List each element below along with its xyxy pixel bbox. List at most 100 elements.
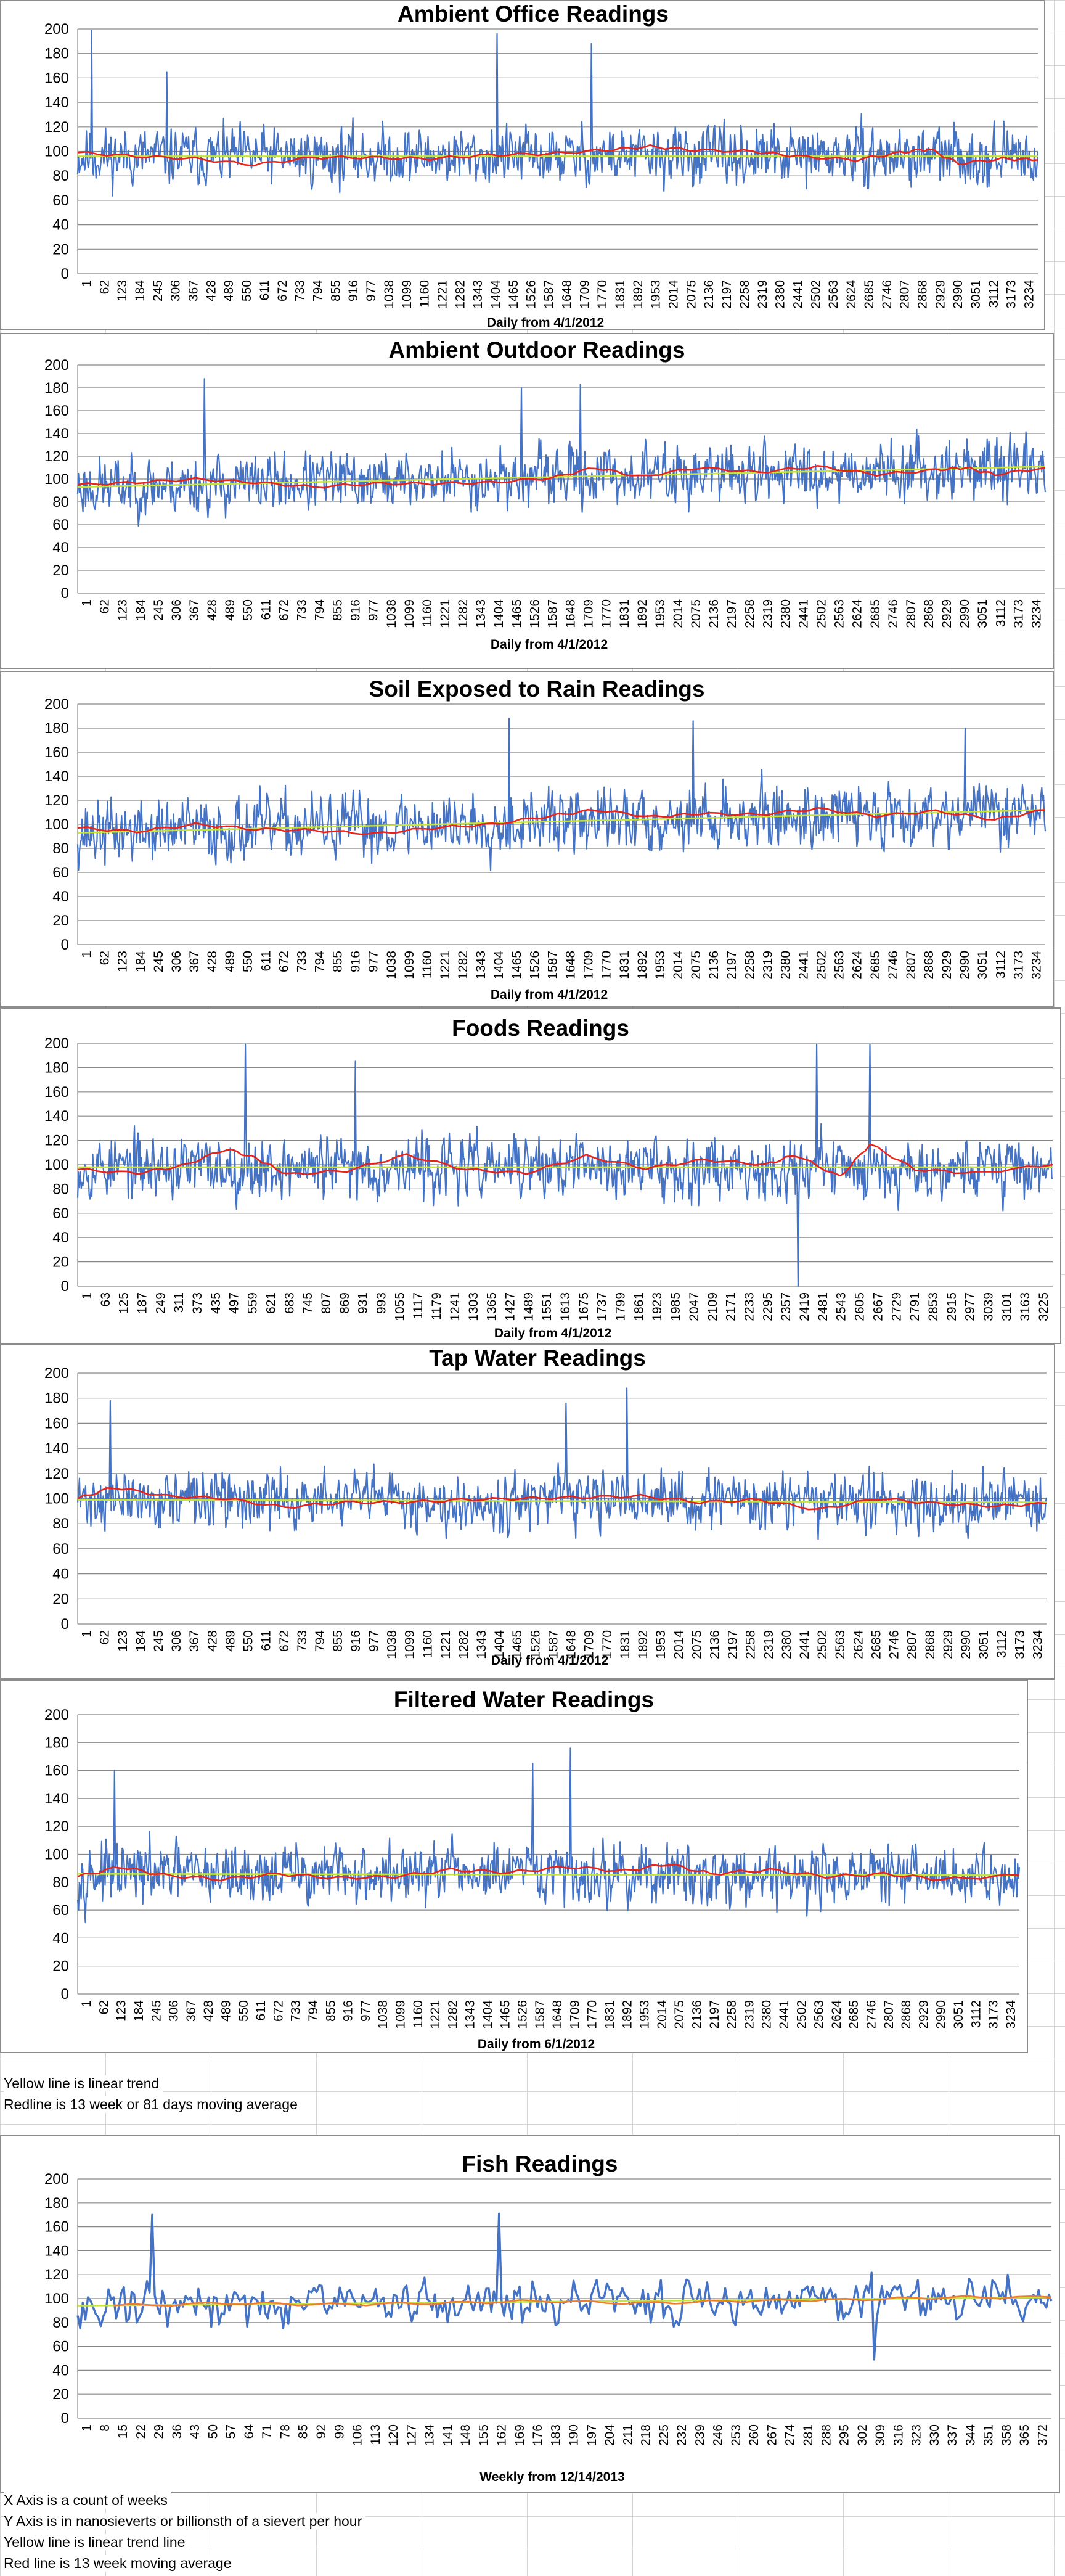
x-tick-label: 1861	[632, 1292, 646, 1321]
x-tick-label: 183	[549, 2424, 563, 2446]
x-tick-label: 1282	[457, 1630, 471, 1659]
x-tick-label: 931	[356, 1292, 370, 1314]
x-tick-label: 1160	[420, 599, 435, 627]
x-tick-label: 2563	[812, 2000, 826, 2029]
x-tick-label: 306	[167, 2000, 181, 2022]
x-tick-label: 1	[80, 599, 94, 607]
x-tick-label: 1831	[618, 1630, 632, 1659]
x-tick-label: 2258	[743, 599, 757, 628]
x-tick-label: 733	[293, 280, 308, 301]
x-tick-label: 1587	[542, 280, 557, 309]
x-tick-label: 672	[271, 2000, 285, 2022]
y-tick-label: 60	[52, 517, 69, 533]
chart-soil-rain: Soil Exposed to Rain Readings 0 20 40 60 80 10…	[0, 671, 1054, 1007]
x-tick-label: 2075	[689, 599, 703, 628]
x-tick-label: 1613	[558, 1292, 573, 1321]
x-tick-label: 3163	[1018, 1292, 1032, 1321]
chart-tap-water-svg: Tap Water Readings 0 20 40 60 80 100 120 140 160 1…	[44, 1345, 1048, 1668]
x-tick-label: 373	[190, 1292, 205, 1314]
x-tick-label: 295	[838, 2424, 852, 2446]
x-tick-label: 1831	[613, 280, 627, 309]
x-tick-label: 2319	[761, 951, 775, 980]
x-tick-label: 1160	[418, 280, 432, 308]
x-tick-label: 2441	[797, 951, 811, 980]
y-tick-label: 160	[44, 1763, 69, 1779]
x-tick-label: 2563	[833, 599, 847, 628]
x-tick-label: 1343	[474, 599, 488, 628]
x-tick-label: 2502	[815, 1630, 830, 1659]
y-tick-label: 40	[52, 888, 69, 905]
x-tick-label: 2075	[684, 280, 698, 309]
x-tick-label: 63	[99, 1292, 113, 1306]
y-tick-label: 40	[52, 217, 69, 234]
x-tick-label: 1892	[620, 2000, 634, 2029]
x-tick-label: 316	[891, 2424, 905, 2446]
x-tick-label: 36	[170, 2424, 184, 2439]
y-tick-label: 100	[44, 816, 69, 833]
y-tick-label: 80	[52, 494, 69, 511]
x-tick-label: 2380	[773, 280, 788, 309]
x-tick-label: 1	[80, 2424, 94, 2432]
y-tick-label: 160	[44, 744, 69, 761]
x-tick-label: 3234	[1030, 599, 1044, 628]
x-tick-label: 2380	[780, 1630, 794, 1659]
x-tick-label: 977	[364, 280, 378, 301]
x-tick-label: 1489	[521, 1292, 536, 1321]
x-tick-label: 288	[819, 2424, 833, 2446]
x-tick-label: 367	[187, 951, 202, 972]
x-tick-label: 184	[134, 599, 148, 621]
y-tick-label: 60	[52, 1205, 69, 1222]
x-tick-label: 1404	[492, 1630, 507, 1659]
trend-line	[77, 466, 1046, 488]
y-tick-label: 60	[52, 192, 69, 209]
x-tick-label: 3234	[1022, 280, 1037, 309]
y-tick-label: 80	[52, 2315, 69, 2331]
x-tick-label: 3234	[1030, 951, 1044, 980]
series-line	[76, 378, 1047, 527]
x-tick-label: 184	[134, 1630, 148, 1652]
x-tick-label: 2667	[871, 1292, 885, 1321]
x-tick-label: 2990	[958, 951, 972, 980]
x-tick-label: 3112	[994, 599, 1008, 627]
x-tick-label: 2746	[865, 2000, 879, 2029]
y-tick-label: 60	[52, 1541, 69, 1557]
x-tick-label: 204	[603, 2424, 617, 2446]
x-tick-label: 1099	[403, 1630, 417, 1659]
x-tick-label: 855	[331, 1630, 345, 1652]
x-tick-label: 1953	[638, 2000, 652, 2029]
x-tick-label: 2419	[798, 1292, 812, 1321]
x-tick-label: 916	[349, 1630, 363, 1652]
chart-ambient-office: Ambient Office Readings 0 20 40 60 80 100 120 14…	[0, 0, 1045, 330]
x-tick-label: 330	[928, 2424, 942, 2446]
x-tick-label: 267	[765, 2424, 780, 2446]
y-tick-label: 180	[44, 1059, 69, 1076]
x-tick-label: 2624	[830, 2000, 844, 2029]
x-tick-label: 190	[567, 2424, 581, 2446]
x-tick-label: 2233	[743, 1292, 757, 1321]
x-tick-label: 2197	[720, 280, 734, 309]
x-tick-label: 2136	[708, 1630, 722, 1659]
x-axis-title: Weekly from 12/14/2013	[479, 2470, 624, 2484]
x-tick-label: 2258	[743, 951, 757, 980]
y-tick-label: 0	[61, 2410, 69, 2427]
x-tick-label: 428	[205, 1630, 219, 1652]
x-tick-label: 3051	[976, 599, 990, 628]
x-tick-label: 2441	[777, 2000, 791, 2029]
x-tick-label: 2171	[724, 1292, 738, 1321]
moving-average-line	[113, 2295, 1052, 2307]
x-tick-label: 1831	[618, 951, 632, 980]
x-tick-label: 78	[279, 2424, 293, 2439]
y-tick-label: 120	[44, 2266, 69, 2283]
x-tick-label: 106	[351, 2424, 365, 2446]
x-tick-label: 2685	[869, 1630, 883, 1659]
y-tick-label: 40	[52, 1566, 69, 1583]
x-tick-label: 1343	[463, 2000, 478, 2029]
x-tick-label: 367	[184, 2000, 198, 2022]
x-tick-label: 337	[945, 2424, 960, 2446]
x-tick-label: 2295	[761, 1292, 775, 1321]
y-tick-label: 80	[52, 1516, 69, 1532]
x-tick-label: 249	[153, 1292, 168, 1314]
y-tick-label: 120	[44, 1818, 69, 1835]
y-tick-label: 20	[52, 913, 69, 929]
x-tick-label: 2014	[655, 2000, 669, 2029]
